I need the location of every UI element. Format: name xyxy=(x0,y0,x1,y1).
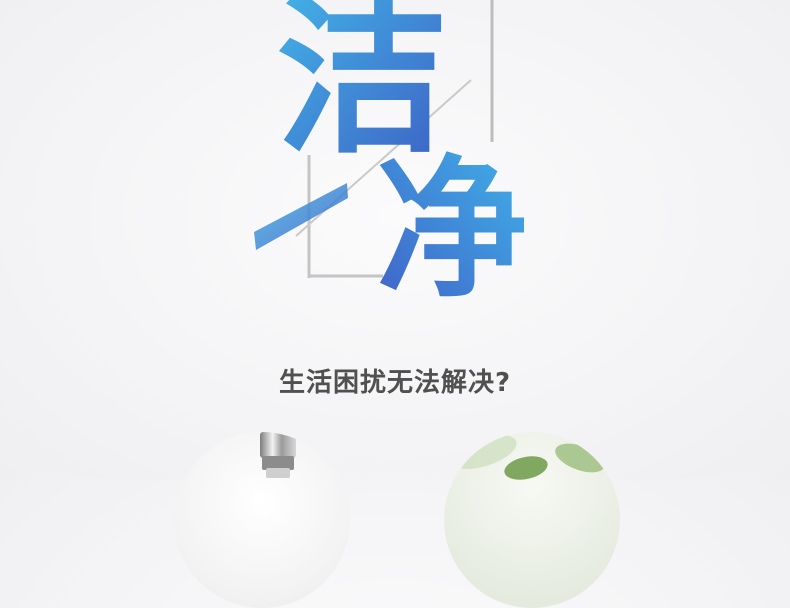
hero-char-top: 洁 xyxy=(276,0,448,177)
faucet-photo xyxy=(174,432,350,608)
faucet-icon xyxy=(260,432,296,478)
plant-photo xyxy=(444,432,620,608)
hero-calligraphy: 洁 净 xyxy=(254,0,528,318)
hero-art: 洁 净 xyxy=(254,0,528,318)
brush-stroke xyxy=(254,183,348,250)
section-subtitle: 生活困扰无法解决? xyxy=(278,368,512,398)
plant-leaf-icon xyxy=(451,432,614,480)
hero-char-bottom: 净 xyxy=(376,141,528,318)
